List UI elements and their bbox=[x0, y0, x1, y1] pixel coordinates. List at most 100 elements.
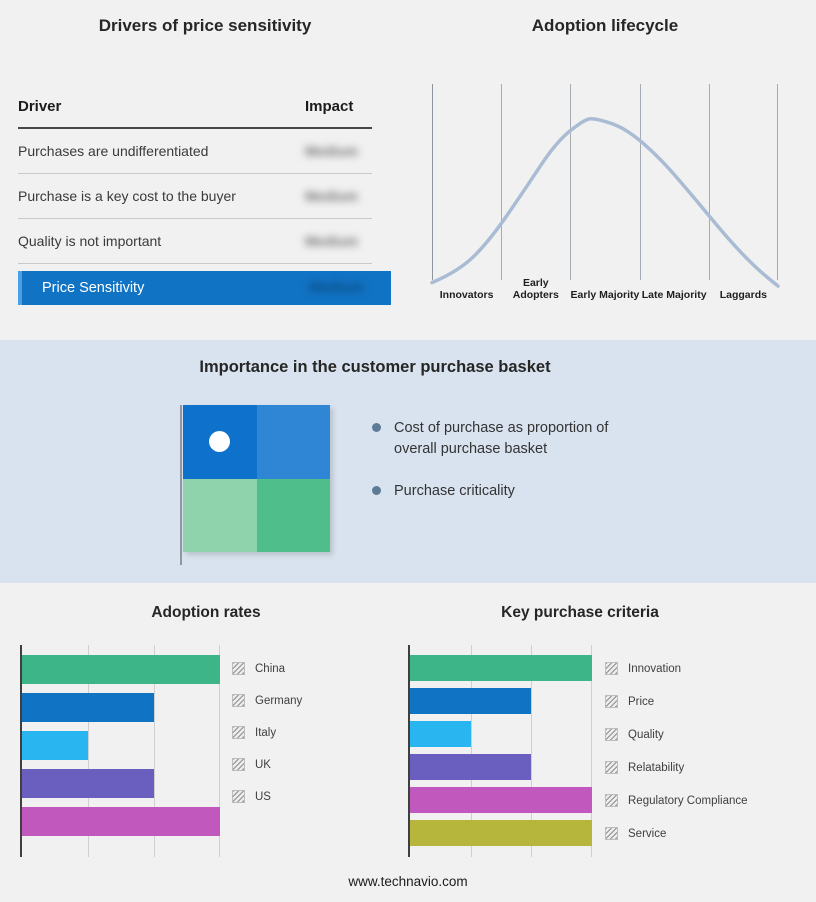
basket-title: Importance in the customer purchase bask… bbox=[199, 358, 551, 376]
col-impact: Impact bbox=[305, 98, 354, 115]
legend-item: Italy bbox=[232, 726, 302, 739]
bell-curve-path bbox=[430, 116, 780, 288]
hatched-swatch-icon bbox=[605, 695, 618, 708]
hatched-swatch-icon bbox=[605, 662, 618, 675]
key-purchase-criteria-chart: Key purchase criteria Innovation Price Qua… bbox=[408, 583, 816, 883]
adoption-rates-chart: Adoption rates China Germany Italy UK US bbox=[0, 583, 410, 883]
gridline bbox=[777, 84, 778, 280]
legend-label: US bbox=[255, 790, 271, 803]
bar-service bbox=[410, 820, 592, 846]
legend-label: Germany bbox=[255, 694, 303, 707]
legend-label: Regulatory Compliance bbox=[628, 794, 748, 807]
quadrant-cell-top-left bbox=[183, 405, 257, 479]
legend-label: Price bbox=[628, 695, 655, 708]
hatched-swatch-icon bbox=[232, 726, 245, 739]
gridline bbox=[531, 645, 533, 857]
bar-us bbox=[22, 807, 220, 836]
legend: Innovation Price Quality Relatability Regula… bbox=[605, 662, 748, 840]
bar-row bbox=[410, 655, 592, 681]
bullet-item: Cost of purchase as proportion of overal… bbox=[372, 418, 650, 459]
bar-row bbox=[22, 693, 220, 722]
bar-quality bbox=[410, 721, 471, 747]
phase-label: Early Majority bbox=[570, 289, 640, 302]
bar-row bbox=[410, 688, 592, 714]
bar-row bbox=[410, 820, 592, 846]
hatched-swatch-icon bbox=[605, 794, 618, 807]
legend-item: Relatability bbox=[605, 761, 748, 774]
legend-label: Quality bbox=[628, 728, 664, 741]
hatched-swatch-icon bbox=[232, 662, 245, 675]
bar-innovation bbox=[410, 655, 592, 681]
chart-title: Adoption rates bbox=[151, 604, 261, 621]
price-sensitivity-label: Price Sensitivity bbox=[42, 280, 145, 296]
bar-row bbox=[410, 787, 592, 813]
drivers-panel: Drivers of price sensitivity Driver Impa… bbox=[0, 0, 410, 340]
footer-url: www.technavio.com bbox=[348, 874, 468, 889]
bar-italy bbox=[22, 731, 88, 760]
bar-row bbox=[22, 731, 220, 760]
hatched-swatch-icon bbox=[605, 827, 618, 840]
gridline bbox=[87, 645, 89, 857]
legend-label: Italy bbox=[255, 726, 277, 739]
lifecycle-chart bbox=[430, 84, 780, 288]
legend-label: Service bbox=[628, 827, 667, 840]
legend-item: Quality bbox=[605, 728, 748, 741]
driver-label: Quality is not important bbox=[18, 233, 162, 249]
impact-value-redacted: Medium bbox=[305, 233, 358, 249]
impact-value-redacted: Medium bbox=[309, 280, 364, 296]
bar-row bbox=[410, 754, 592, 780]
bell-curve-svg bbox=[430, 116, 780, 288]
chart-title: Key purchase criteria bbox=[501, 604, 659, 621]
bar-row bbox=[22, 807, 220, 836]
drivers-table: Driver Impact Purchases are undifferenti… bbox=[18, 88, 372, 264]
phase-label: Innovators bbox=[439, 289, 494, 302]
gridline bbox=[470, 645, 472, 857]
gridline bbox=[639, 84, 641, 280]
drivers-title: Drivers of price sensitivity bbox=[98, 16, 312, 35]
quadrant-axis bbox=[180, 405, 182, 565]
quadrant-cell-bottom-right bbox=[256, 478, 330, 552]
bullet-item: Purchase criticality bbox=[372, 481, 650, 502]
gridline bbox=[432, 84, 433, 280]
hatched-swatch-icon bbox=[232, 790, 245, 803]
price-sensitivity-summary-bar: Price Sensitivity Medium bbox=[18, 271, 391, 305]
impact-value-redacted: Medium bbox=[305, 188, 358, 204]
plot-area bbox=[408, 645, 592, 857]
phase-label: Laggards bbox=[719, 289, 767, 302]
position-dot bbox=[209, 431, 230, 452]
table-row: Quality is not important Medium bbox=[18, 219, 372, 264]
legend-label: China bbox=[255, 662, 286, 675]
legend-label: Relatability bbox=[628, 761, 685, 774]
purchase-basket-band: Importance in the customer purchase bask… bbox=[0, 340, 816, 583]
legend-item: China bbox=[232, 662, 302, 675]
plot-area bbox=[20, 645, 220, 857]
quadrant-cell-top-right bbox=[256, 405, 330, 479]
drivers-table-header: Driver Impact bbox=[18, 88, 372, 129]
bar-uk bbox=[22, 769, 154, 798]
bar-regulatory-compliance bbox=[410, 787, 592, 813]
legend-item: Regulatory Compliance bbox=[605, 794, 748, 807]
gridline bbox=[570, 84, 572, 280]
col-driver: Driver bbox=[18, 98, 62, 115]
bars bbox=[22, 645, 220, 836]
gridline bbox=[708, 84, 710, 280]
gridline bbox=[154, 645, 155, 857]
gridline bbox=[501, 84, 503, 280]
lifecycle-title: Adoption lifecycle bbox=[531, 16, 679, 35]
legend-item: US bbox=[232, 790, 302, 803]
bar-germany bbox=[22, 693, 154, 722]
driver-label: Purchases are undifferentiated bbox=[18, 143, 209, 159]
gridline bbox=[591, 645, 592, 857]
legend-item: Germany bbox=[232, 694, 302, 707]
hatched-swatch-icon bbox=[232, 694, 245, 707]
bar-price bbox=[410, 688, 532, 714]
bar-china bbox=[22, 655, 220, 684]
bar-relatability bbox=[410, 754, 532, 780]
bar-row bbox=[22, 655, 220, 684]
gridline bbox=[219, 645, 220, 857]
legend-label: UK bbox=[255, 758, 271, 771]
lifecycle-phase-labels: Innovators Early Adopters Early Majority… bbox=[432, 270, 778, 304]
driver-label: Purchase is a key cost to the buyer bbox=[18, 188, 236, 204]
hatched-swatch-icon bbox=[232, 758, 245, 771]
